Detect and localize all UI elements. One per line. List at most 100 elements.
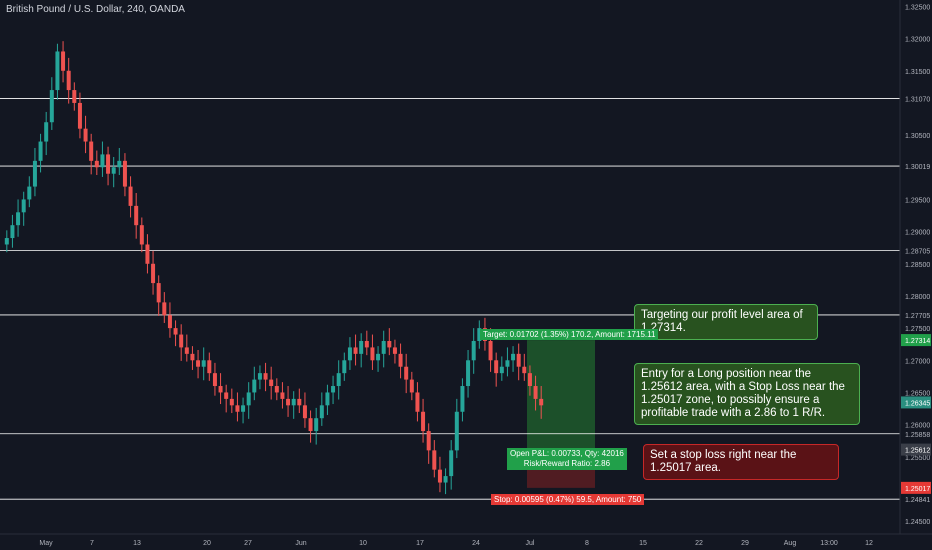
candle-body-73 [415,392,420,412]
candle-body-79 [449,450,454,477]
price-label-1: 1.26345 [905,400,930,407]
time-tick-2: 13 [133,540,141,547]
price-tick-15: 1.26500 [905,390,930,397]
candle-body-0 [4,238,9,245]
candle-body-88 [499,366,504,374]
price-axis [900,0,932,550]
candle-body-26 [151,263,156,284]
candle-body-60 [342,360,347,374]
target-note[interactable]: Targeting our profit level area of 1.273… [634,304,818,340]
time-tick-6: 10 [359,540,367,547]
candle-body-66 [376,353,381,361]
candle-body-10 [61,51,66,71]
time-tick-15: 13:00 [820,540,838,547]
candle-body-29 [167,315,172,329]
candle-body-83 [471,340,476,361]
candle-body-48 [274,386,279,393]
candle-body-3 [21,199,26,213]
candle-body-65 [370,347,375,361]
candle-body-78 [443,476,448,483]
candle-body-74 [421,411,426,432]
price-tick-7: 1.29000 [905,230,930,237]
candle-body-84 [477,328,482,341]
candle-body-32 [184,347,189,354]
chart-title: British Pound / U.S. Dollar, 240, OANDA [6,4,185,15]
stop-label: Stop: 0.00595 (0.47%) 59.5, Amount: 750 [491,494,645,505]
stop-loss-note[interactable]: Set a stop loss right near the 1.25017 a… [643,444,839,480]
candle-body-80 [454,411,459,451]
candle-body-67 [381,340,386,354]
candle-body-14 [83,128,88,142]
candle-body-90 [511,353,516,361]
candle-body-34 [196,360,201,367]
price-tick-4: 1.30500 [905,133,930,140]
candle-body-39 [224,392,229,399]
pnl-line-1: Open P&L: 0.00733, Qty: 42016 [510,449,624,458]
candle-body-62 [353,347,358,354]
entry-note[interactable]: Entry for a Long position near the 1.256… [634,363,860,425]
candle-body-95 [539,398,544,406]
candle-body-11 [66,70,71,91]
price-tick-5: 1.30019 [905,164,930,171]
price-tick-12: 1.27500 [905,326,930,333]
candle-body-69 [392,347,397,354]
candle-body-53 [302,405,307,419]
price-tick-1: 1.32000 [905,37,930,44]
candle-body-71 [404,366,409,380]
candle-body-89 [505,360,510,367]
price-tick-23: 1.24500 [905,519,930,526]
candle-body-77 [437,469,442,483]
candle-body-17 [100,154,105,168]
price-label-bg-3 [901,481,931,494]
candle-body-7 [44,122,49,142]
candle-body-52 [297,398,302,406]
price-tick-20: 1.25500 [905,455,930,462]
price-tick-17: 1.26000 [905,423,930,430]
time-tick-8: 24 [472,540,480,547]
candle-body-50 [286,398,291,406]
candle-body-87 [494,360,499,374]
candle-body-30 [173,328,178,335]
candle-body-45 [257,373,262,380]
candle-body-36 [207,360,212,374]
candle-body-2 [16,212,21,226]
price-label-bg-0 [901,334,931,347]
candle-body-91 [516,353,521,367]
profit-zone [527,340,595,450]
time-tick-4: 27 [244,540,252,547]
price-label-3: 1.25017 [905,486,930,493]
time-tick-9: Jul [526,540,535,547]
candle-body-18 [106,154,111,174]
time-tick-0: May [39,540,53,547]
pnl-label: Open P&L: 0.00733, Qty: 42016 Risk/Rewar… [507,448,627,470]
candle-body-43 [246,392,251,406]
candle-body-46 [263,373,268,380]
candle-body-4 [27,186,32,200]
candle-body-33 [190,353,195,361]
price-tick-8: 1.28705 [905,249,930,256]
candle-body-5 [32,160,37,187]
candle-body-27 [156,283,161,303]
candle-body-68 [387,340,392,348]
candle-body-49 [280,392,285,399]
candle-body-94 [533,386,538,399]
candle-body-70 [398,353,403,367]
candle-body-28 [162,302,167,316]
time-tick-3: 20 [203,540,211,547]
candle-body-55 [314,418,319,432]
time-tick-11: 15 [639,540,647,547]
candle-body-58 [331,386,336,393]
time-tick-16: 12 [865,540,873,547]
candle-body-93 [527,373,532,387]
candle-body-72 [409,379,414,393]
candle-body-21 [122,160,127,187]
candle-body-92 [522,366,527,374]
candle-body-54 [308,418,313,432]
candle-body-57 [325,392,330,406]
candle-body-1 [10,225,15,239]
price-label-0: 1.27314 [905,338,930,345]
price-tick-0: 1.32500 [905,4,930,11]
time-tick-1: 7 [90,540,94,547]
price-tick-14: 1.27000 [905,358,930,365]
